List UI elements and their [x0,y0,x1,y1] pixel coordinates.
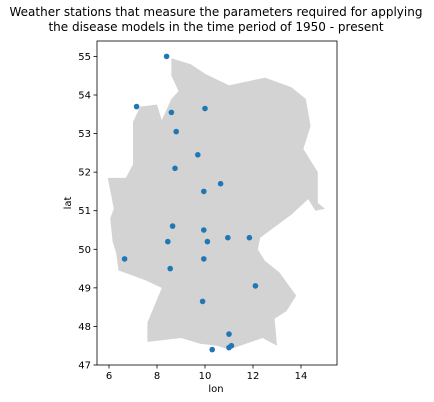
x-axis: 6 8 10 12 14 [106,365,308,382]
x-tick-label: 10 [199,371,212,382]
axes-frame [96,40,338,366]
x-tick-label: 14 [295,371,308,382]
y-tick-label: 50 [78,245,91,256]
y-tick-label: 48 [78,322,91,333]
station-point-1 [163,53,170,60]
station-point-6 [195,152,201,158]
station-point-22 [209,346,215,353]
station-point-24 [228,342,235,349]
chart-title-line-1: Weather stations that measure the parame… [10,5,423,19]
y-tick-label: 52 [78,168,91,179]
y-tick-label: 54 [78,91,91,102]
station-point-7 [172,165,178,172]
chart-title-line-2: the disease models in the time period of… [48,20,383,34]
y-tick-label: 53 [78,129,91,140]
x-tick-label: 8 [154,371,160,382]
x-tick-label: 12 [247,371,260,382]
station-point-4 [202,105,208,112]
station-point-15 [246,234,253,241]
y-axis-label: lat [63,197,74,210]
x-axis-label: lon [208,384,223,395]
station-point-3 [168,109,175,116]
station-point-2 [133,103,140,110]
station-point-5 [173,128,179,135]
station-point-20 [199,298,206,305]
station-point-14 [225,234,231,241]
station-point-9 [201,188,207,195]
y-axis: 47 48 49 50 51 52 53 54 55 [78,52,97,372]
region-shape [107,58,325,350]
station-point-21 [226,331,232,337]
y-tick-label: 47 [78,361,91,372]
station-point-12 [165,238,171,245]
station-point-18 [167,265,173,272]
station-point-19 [252,283,259,289]
y-tick-label: 49 [78,283,91,294]
station-point-10 [169,223,176,229]
y-tick-label: 51 [78,206,91,217]
station-point-8 [217,180,224,187]
x-tick-label: 6 [106,371,112,382]
points-group [121,53,259,353]
station-point-13 [204,238,211,245]
y-tick-label: 55 [78,52,91,63]
station-point-11 [201,227,207,233]
station-point-16 [121,256,128,262]
station-point-17 [201,256,207,262]
plot-area [96,40,338,366]
